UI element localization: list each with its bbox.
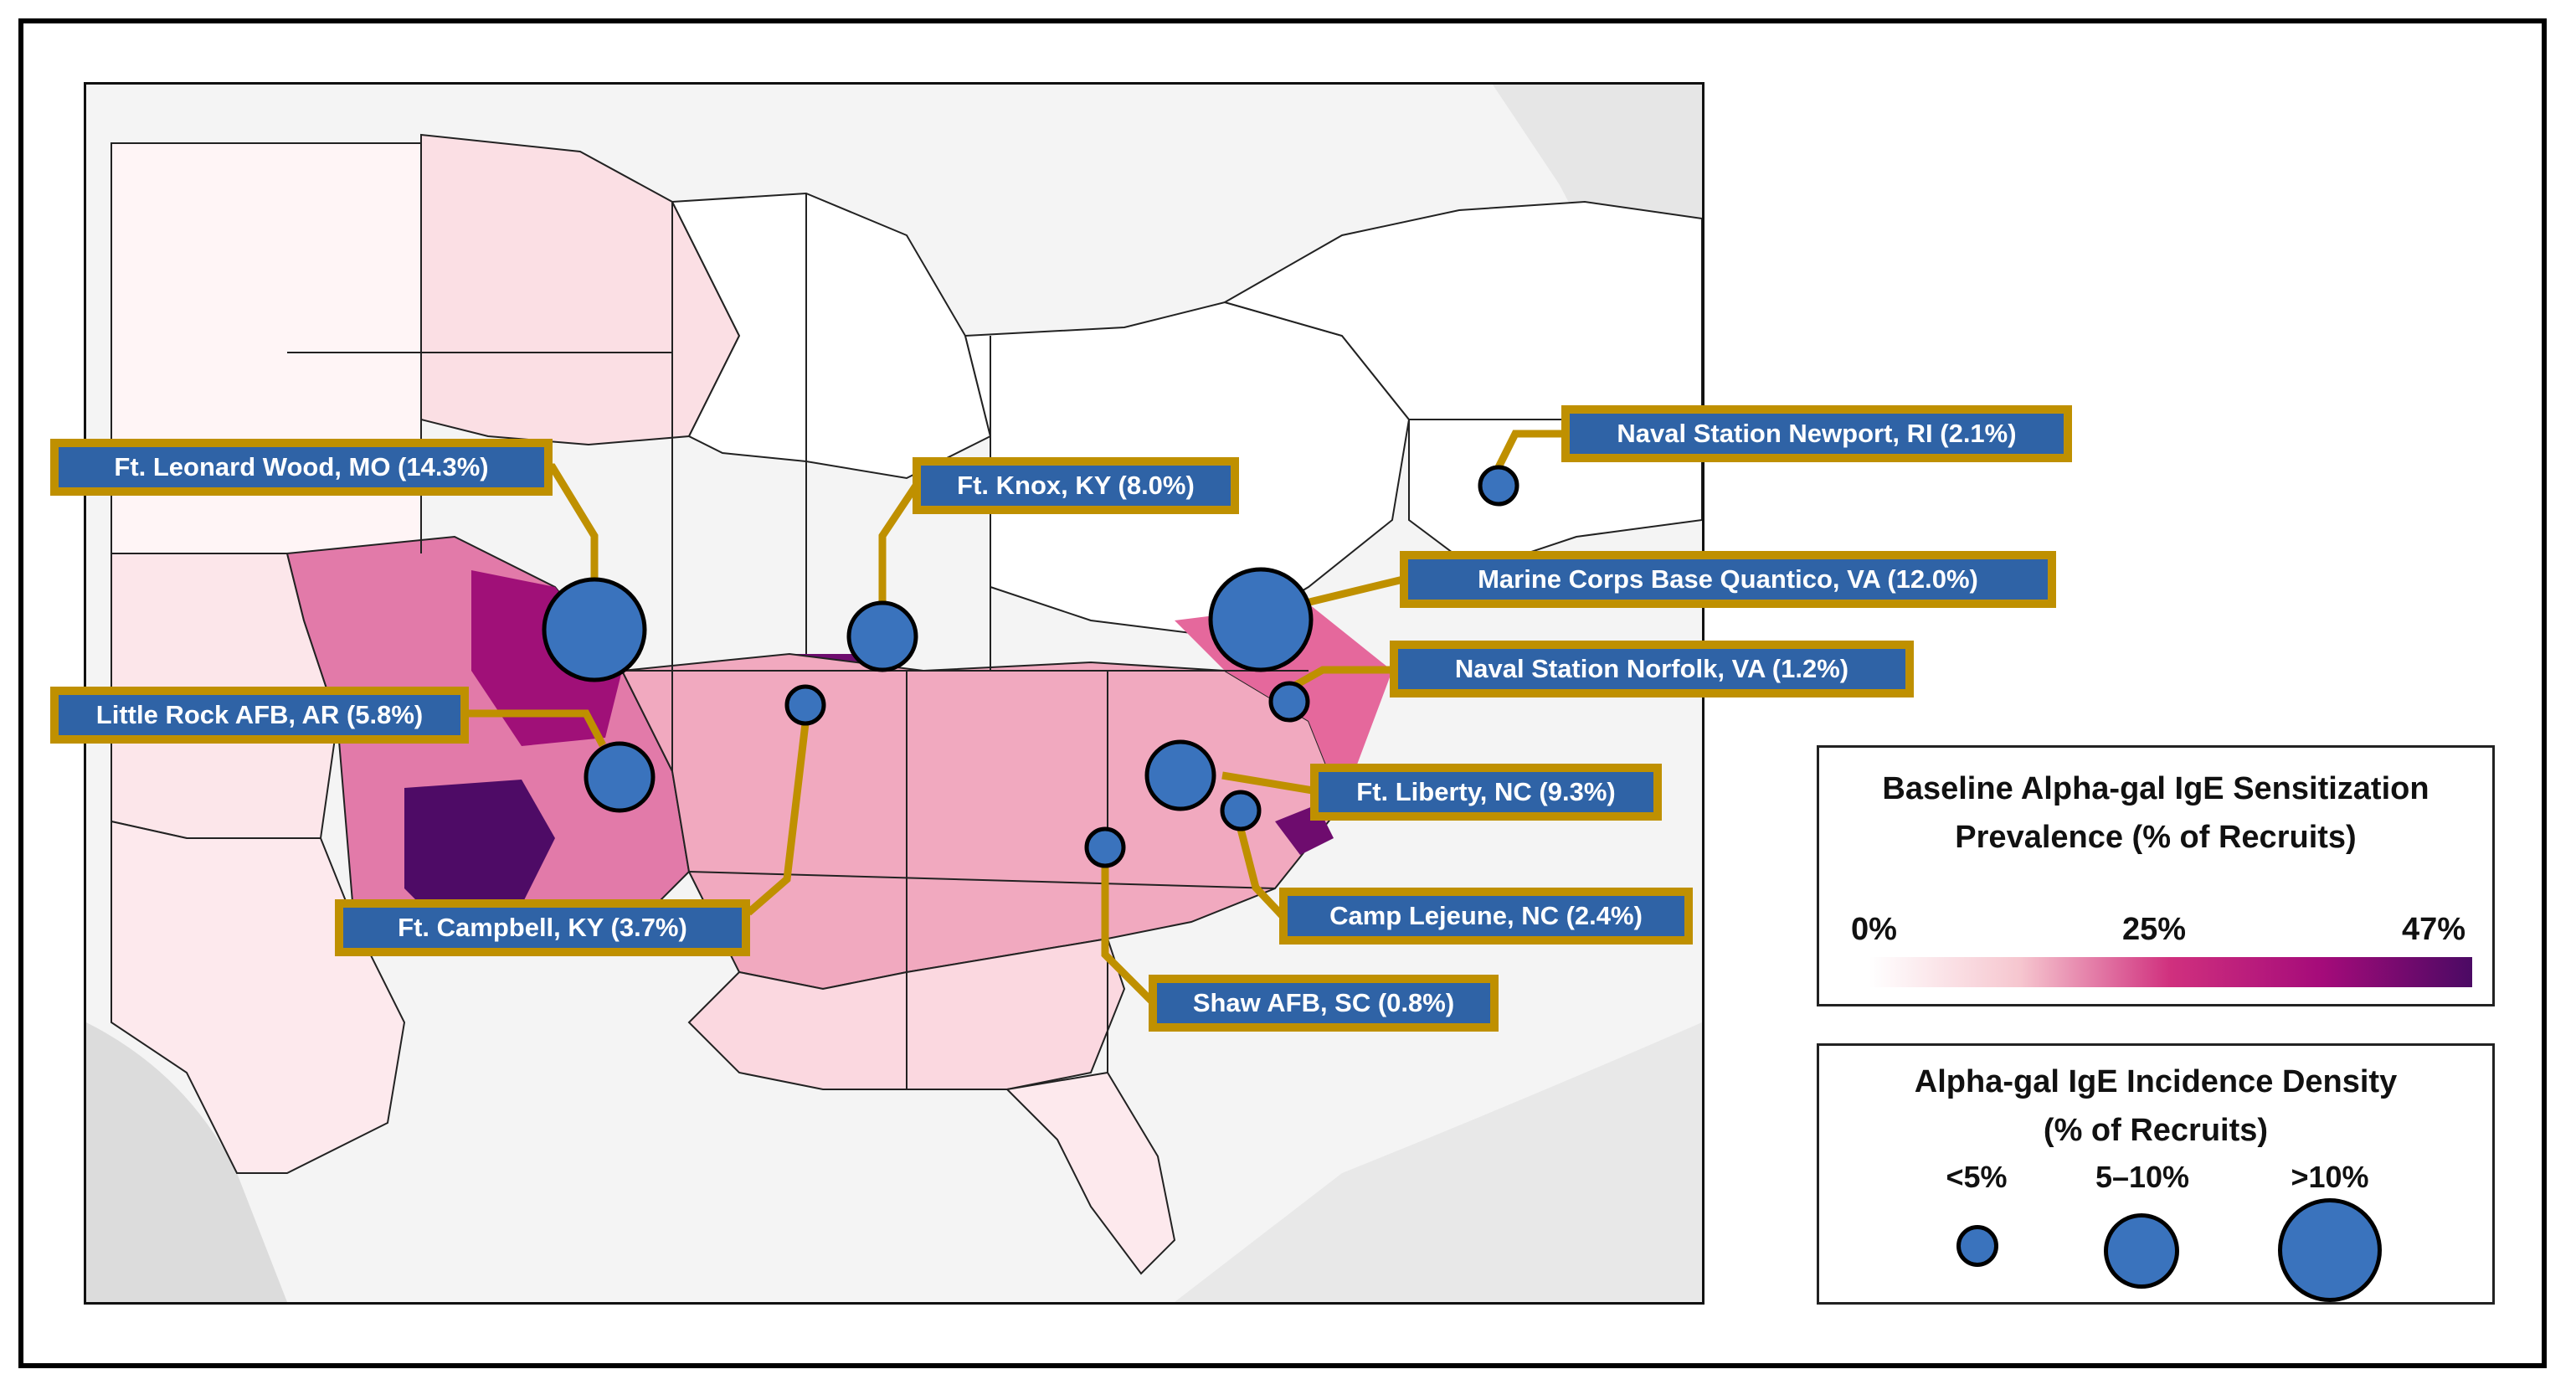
incidence-legend-title-line1: Alpha-gal IgE Incidence Density: [1914, 1064, 2398, 1099]
incidence-class-large-marker: [2278, 1198, 2382, 1302]
label-ft-liberty: Ft. Liberty, NC (9.3%): [1310, 764, 1662, 821]
prevalence-legend-title-line2: Prevalence (% of Recruits): [1955, 820, 2357, 855]
label-ft-knox: Ft. Knox, KY (8.0%): [913, 457, 1239, 514]
incidence-class-small-marker: [1956, 1225, 1998, 1267]
label-ft-campbell: Ft. Campbell, KY (3.7%): [335, 899, 750, 956]
incidence-class-large-label: >10%: [2291, 1160, 2369, 1194]
label-little-rock-afb: Little Rock AFB, AR (5.8%): [50, 687, 469, 744]
state-group-northeast: [1222, 200, 1702, 572]
incidence-legend-title-line2: (% of Recruits): [2043, 1113, 2269, 1148]
prevalence-colorbar: [1869, 957, 2472, 987]
prevalence-tick-min: 0%: [1851, 912, 1897, 947]
label-naval-station-norfolk: Naval Station Norfolk, VA (1.2%): [1390, 641, 1914, 698]
prevalence-legend: Baseline Alpha-gal IgE Sensitization Pre…: [1817, 745, 2495, 1006]
figure-frame: [18, 18, 2547, 1368]
incidence-class-medium-marker: [2104, 1213, 2179, 1289]
incidence-legend: Alpha-gal IgE Incidence Density (% of Re…: [1817, 1043, 2495, 1305]
incidence-class-small-label: <5%: [1946, 1160, 2008, 1194]
relief-southeast: [1175, 1022, 1702, 1302]
incidence-class-medium-label: 5–10%: [2095, 1160, 2190, 1194]
label-shaw-afb: Shaw AFB, SC (0.8%): [1149, 975, 1499, 1032]
label-naval-station-newport: Naval Station Newport, RI (2.1%): [1561, 405, 2072, 462]
state-group-great-lakes: [671, 192, 992, 480]
label-ft-leonard-wood: Ft. Leonard Wood, MO (14.3%): [50, 439, 553, 496]
state-group-texas: [111, 820, 406, 1174]
prevalence-legend-title-line1: Baseline Alpha-gal IgE Sensitization: [1882, 771, 2429, 806]
region-oklahoma-very-high: [404, 780, 555, 922]
label-camp-lejeune: Camp Lejeune, NC (2.4%): [1279, 888, 1693, 945]
prevalence-tick-max: 47%: [2402, 912, 2466, 947]
relief-southwest: [86, 1022, 287, 1302]
prevalence-tick-mid: 25%: [2122, 912, 2187, 947]
state-florida: [1005, 1071, 1176, 1275]
label-mcb-quantico: Marine Corps Base Quantico, VA (12.0%): [1400, 551, 2056, 608]
